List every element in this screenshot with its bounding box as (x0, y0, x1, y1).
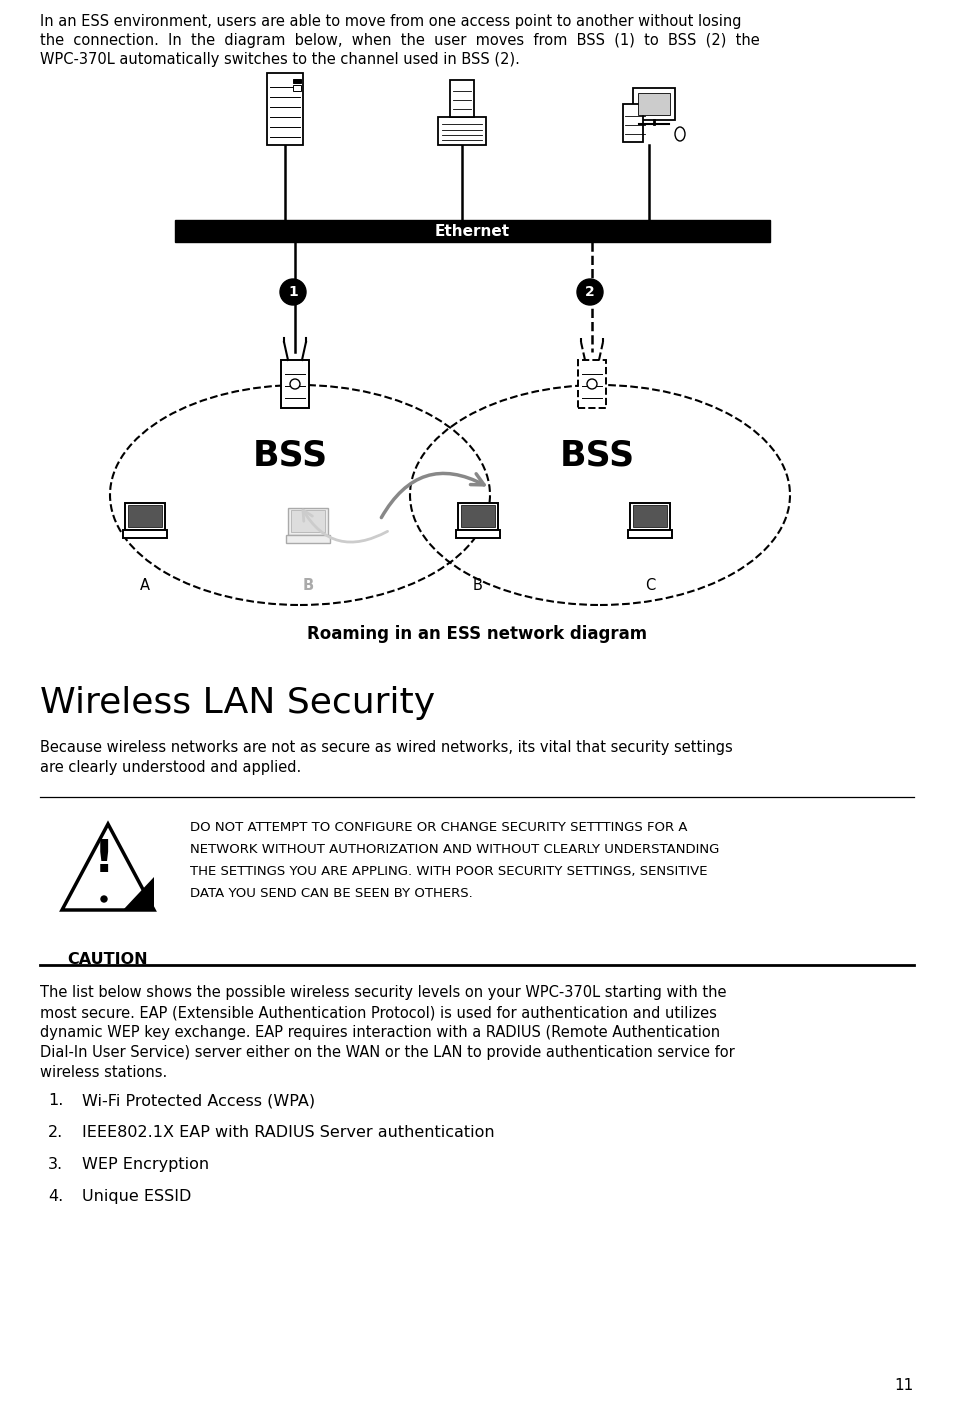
Text: NETWORK WITHOUT AUTHORIZATION AND WITHOUT CLEARLY UNDERSTANDING: NETWORK WITHOUT AUTHORIZATION AND WITHOU… (190, 843, 719, 857)
Text: Unique ESSID: Unique ESSID (82, 1189, 192, 1204)
Bar (629, 503, 670, 530)
Text: BSS: BSS (558, 437, 634, 472)
Text: A: A (140, 578, 150, 593)
Text: The list below shows the possible wireless security levels on your WPC-370L star: The list below shows the possible wirele… (40, 986, 726, 1000)
Text: Wi-Fi Protected Access (WPA): Wi-Fi Protected Access (WPA) (82, 1094, 314, 1108)
Bar (622, 104, 642, 142)
Text: Because wireless networks are not as secure as wired networks, its vital that se: Because wireless networks are not as sec… (40, 740, 732, 756)
Text: WPC-370L automatically switches to the channel used in BSS (2).: WPC-370L automatically switches to the c… (40, 52, 519, 67)
Circle shape (101, 896, 107, 901)
Text: !: ! (93, 837, 114, 880)
Text: Wireless LAN Security: Wireless LAN Security (40, 686, 435, 721)
Bar (174, 220, 769, 243)
FancyArrowPatch shape (381, 474, 483, 517)
FancyArrowPatch shape (303, 510, 387, 543)
Text: BSS: BSS (253, 437, 327, 472)
Bar (286, 536, 330, 543)
Text: 1.: 1. (48, 1094, 63, 1108)
Bar (627, 530, 672, 537)
Bar (267, 73, 303, 144)
Bar (128, 505, 162, 527)
Bar (125, 503, 165, 530)
Circle shape (577, 279, 602, 306)
Text: B: B (473, 578, 482, 593)
Bar (437, 116, 485, 144)
Bar (460, 505, 495, 527)
Bar (632, 505, 667, 527)
Circle shape (280, 279, 306, 306)
Text: dynamic WEP key exchange. EAP requires interaction with a RADIUS (Remote Authent: dynamic WEP key exchange. EAP requires i… (40, 1025, 720, 1040)
Polygon shape (62, 824, 153, 910)
Bar (456, 530, 499, 537)
Circle shape (586, 379, 597, 388)
Text: 2.: 2. (48, 1124, 63, 1140)
Text: THE SETTINGS YOU ARE APPLING. WITH POOR SECURITY SETTINGS, SENSITIVE: THE SETTINGS YOU ARE APPLING. WITH POOR … (190, 865, 707, 878)
Circle shape (290, 379, 299, 388)
Text: wireless stations.: wireless stations. (40, 1066, 167, 1080)
Bar (578, 360, 605, 408)
Text: CAUTION: CAUTION (68, 952, 148, 967)
Bar (287, 508, 328, 536)
Text: 2: 2 (584, 285, 595, 299)
Text: C: C (644, 578, 655, 593)
Text: Roaming in an ESS network diagram: Roaming in an ESS network diagram (307, 625, 646, 644)
Bar (457, 503, 497, 530)
Bar (638, 93, 669, 115)
Text: WEP Encryption: WEP Encryption (82, 1157, 209, 1172)
Text: most secure. EAP (Extensible Authentication Protocol) is used for authentication: most secure. EAP (Extensible Authenticat… (40, 1005, 716, 1021)
Text: B: B (302, 578, 314, 593)
Bar (291, 510, 325, 531)
Polygon shape (123, 878, 153, 910)
Text: IEEE802.1X EAP with RADIUS Server authentication: IEEE802.1X EAP with RADIUS Server authen… (82, 1124, 494, 1140)
Ellipse shape (675, 128, 684, 142)
Text: DO NOT ATTEMPT TO CONFIGURE OR CHANGE SECURITY SETTTINGS FOR A: DO NOT ATTEMPT TO CONFIGURE OR CHANGE SE… (190, 822, 687, 834)
Text: 11: 11 (894, 1378, 913, 1394)
Text: Ethernet: Ethernet (435, 223, 510, 238)
Text: 3.: 3. (48, 1157, 63, 1172)
Text: DATA YOU SEND CAN BE SEEN BY OTHERS.: DATA YOU SEND CAN BE SEEN BY OTHERS. (190, 887, 473, 900)
Text: are clearly understood and applied.: are clearly understood and applied. (40, 760, 301, 775)
Bar (281, 360, 309, 408)
Text: Dial-In User Service) server either on the WAN or the LAN to provide authenticat: Dial-In User Service) server either on t… (40, 1044, 734, 1060)
Bar (123, 530, 167, 537)
Bar (449, 80, 474, 116)
Text: In an ESS environment, users are able to move from one access point to another w: In an ESS environment, users are able to… (40, 14, 740, 29)
Bar (293, 86, 301, 91)
Bar (293, 79, 301, 83)
Text: 4.: 4. (48, 1189, 63, 1204)
Text: the  connection.  In  the  diagram  below,  when  the  user  moves  from  BSS  (: the connection. In the diagram below, wh… (40, 34, 759, 48)
Bar (633, 88, 675, 121)
Text: 1: 1 (288, 285, 297, 299)
